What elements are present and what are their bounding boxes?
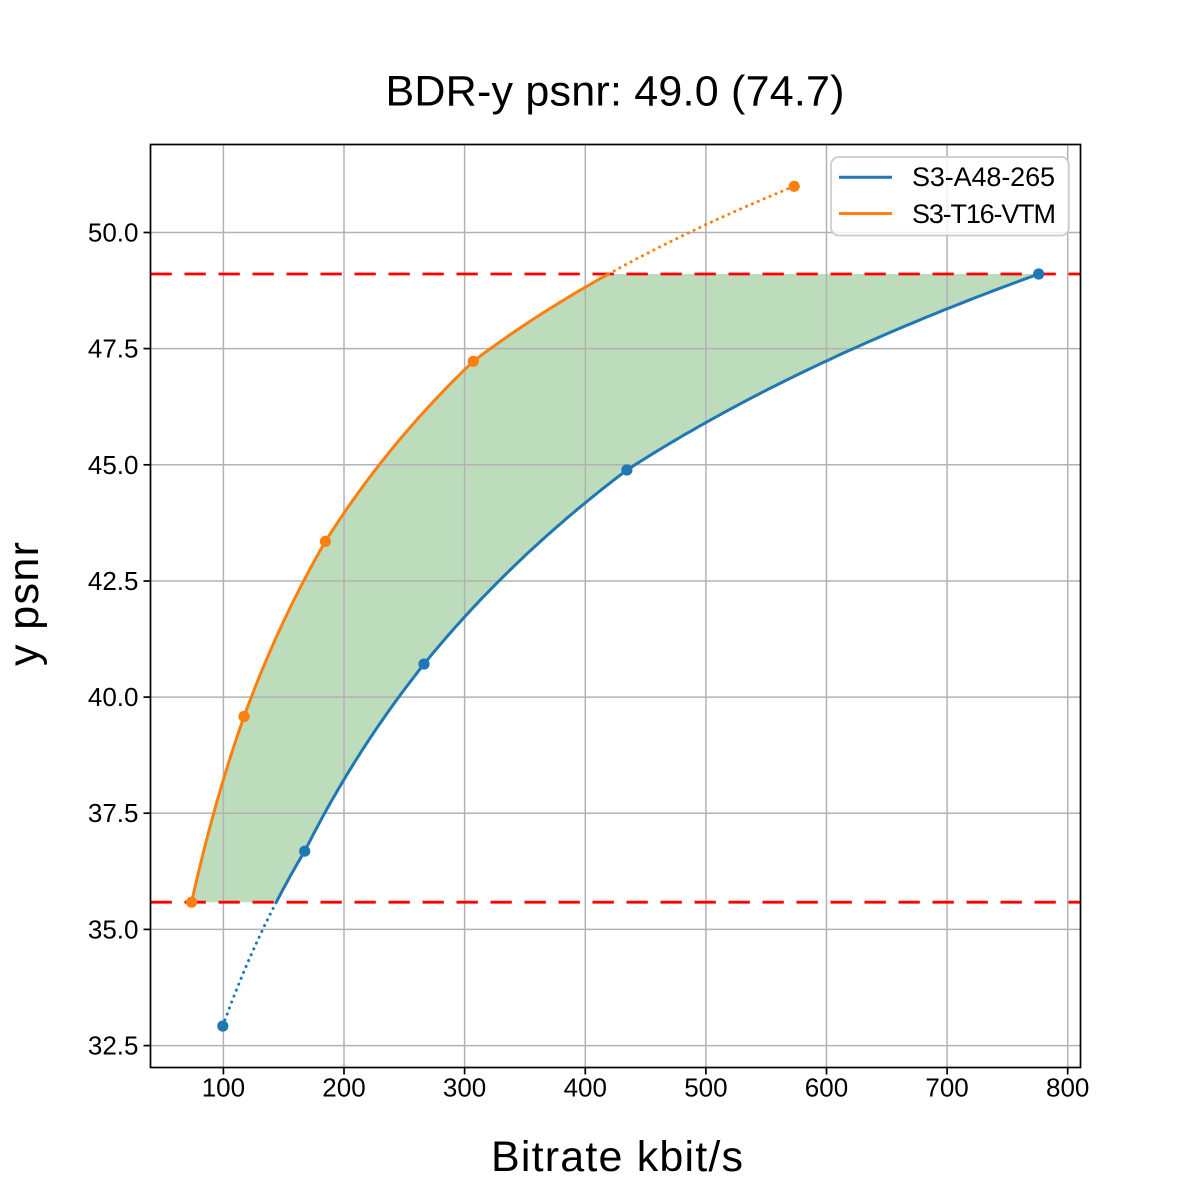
svg-text:50.0: 50.0 [88,218,139,248]
svg-text:400: 400 [564,1073,607,1103]
svg-text:BDR-y psnr: 49.0 (74.7): BDR-y psnr: 49.0 (74.7) [386,68,845,116]
svg-text:32.5: 32.5 [88,1031,139,1061]
svg-text:Bitrate kbit/s: Bitrate kbit/s [491,1133,743,1181]
svg-text:100: 100 [202,1073,245,1103]
svg-text:200: 200 [322,1073,365,1103]
svg-text:40.0: 40.0 [88,682,139,712]
svg-text:300: 300 [443,1073,486,1103]
svg-text:35.0: 35.0 [88,914,139,944]
svg-text:S3-A48-265: S3-A48-265 [912,162,1055,192]
svg-text:800: 800 [1046,1073,1089,1103]
svg-text:42.5: 42.5 [88,566,139,596]
svg-text:700: 700 [925,1073,968,1103]
svg-text:500: 500 [684,1073,727,1103]
svg-text:y psnr: y psnr [0,542,48,666]
svg-text:45.0: 45.0 [88,450,139,480]
svg-text:600: 600 [805,1073,848,1103]
svg-text:47.5: 47.5 [88,334,139,364]
svg-text:S3-T16-VTM: S3-T16-VTM [912,199,1056,229]
svg-text:37.5: 37.5 [88,798,139,828]
